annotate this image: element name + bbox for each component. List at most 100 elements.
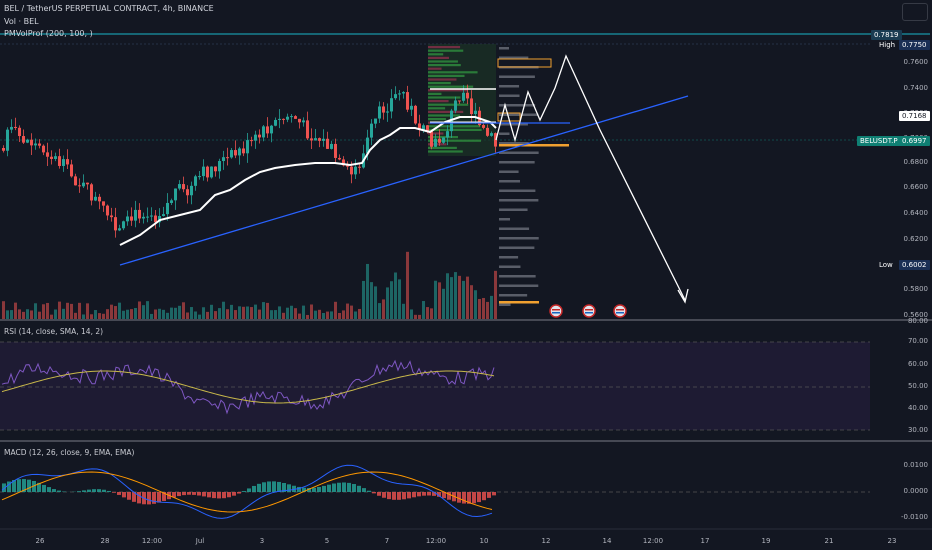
- volume-bar: [82, 314, 85, 319]
- us-flag-icon: [549, 304, 563, 318]
- candle: [30, 139, 33, 146]
- time-axis-label: 12:00: [425, 537, 447, 545]
- candle: [70, 164, 73, 177]
- candle: [170, 200, 173, 203]
- macd-histogram-bar: [332, 483, 336, 492]
- volume-bar: [398, 279, 401, 319]
- candle: [162, 214, 165, 217]
- candle: [62, 159, 65, 166]
- low-value-tag: 0.6002: [899, 260, 930, 270]
- candle: [142, 216, 145, 219]
- volume-bar: [90, 314, 93, 319]
- candle: [182, 184, 185, 190]
- volume-bar: [146, 301, 149, 319]
- rsi-tick-label: 80.00: [907, 317, 928, 325]
- chart-title: BEL / TetherUS PERPETUAL CONTRACT, 4h, B…: [4, 4, 214, 13]
- candle: [98, 196, 101, 202]
- volume-bar: [226, 309, 229, 319]
- macd-line: [1, 464, 493, 519]
- candle: [90, 184, 93, 201]
- time-axis-label: 26: [35, 537, 45, 545]
- macd-histogram-bar: [402, 492, 406, 500]
- time-axis-label: 28: [100, 537, 110, 545]
- volume-profile-row: [499, 161, 535, 164]
- macd-histogram-bar: [227, 492, 231, 498]
- time-axis-label: 17: [700, 537, 710, 545]
- volume-bar: [362, 280, 365, 319]
- volume-bar: [46, 302, 49, 319]
- macd-histogram-bar: [307, 488, 311, 492]
- volume-bar: [282, 312, 285, 319]
- macd-histogram-bar: [192, 492, 196, 495]
- volume-bar: [278, 306, 281, 319]
- volume-bar: [54, 309, 57, 319]
- volume-bar: [58, 301, 61, 319]
- macd-histogram-bar: [467, 492, 471, 504]
- candle: [222, 157, 225, 162]
- poc-line: [499, 301, 539, 304]
- macd-histogram-bar: [132, 492, 136, 502]
- candle: [158, 216, 161, 223]
- candle: [234, 150, 237, 156]
- macd-histogram-bar: [382, 492, 386, 498]
- volume-bar: [114, 306, 117, 319]
- volume-bar: [18, 309, 21, 319]
- volume-profile-bar: [428, 64, 461, 67]
- candle: [358, 166, 361, 168]
- volume-profile-row: [499, 142, 529, 145]
- macd-histogram-bar: [397, 492, 401, 500]
- candle: [258, 134, 261, 138]
- volume-bar: [110, 304, 113, 319]
- volume-bar: [478, 298, 481, 319]
- candle: [66, 159, 69, 165]
- volume-bar: [34, 303, 37, 319]
- mid-price-tag: 0.7168: [899, 111, 930, 121]
- volume-bar: [6, 310, 9, 319]
- volume-indicator-label[interactable]: Vol · BEL: [4, 17, 39, 26]
- candle: [262, 126, 265, 138]
- volume-bar: [310, 304, 313, 319]
- candle: [338, 157, 341, 160]
- volume-profile-indicator-label[interactable]: PMVolProf (200, 100, ): [4, 29, 93, 38]
- candle: [470, 98, 473, 115]
- macd-histogram-bar: [32, 480, 36, 492]
- candle: [2, 148, 5, 151]
- macd-histogram-bar: [377, 492, 381, 496]
- volume-bar: [78, 302, 81, 319]
- macd-histogram-bar: [107, 490, 111, 492]
- volume-profile-row: [499, 284, 539, 287]
- candle: [154, 215, 157, 223]
- macd-histogram-bar: [137, 492, 141, 504]
- macd-indicator-label[interactable]: MACD (12, 26, close, 9, EMA, EMA): [4, 448, 135, 457]
- volume-profile-bar: [428, 89, 468, 92]
- candle: [18, 127, 21, 137]
- candle: [390, 98, 393, 112]
- candle: [482, 125, 485, 128]
- candle: [238, 148, 241, 156]
- volume-bar: [42, 304, 45, 319]
- rsi-tick-label: 70.00: [907, 337, 928, 345]
- volume-profile-row: [499, 303, 511, 306]
- volume-bar: [138, 301, 141, 319]
- volume-bar: [286, 307, 289, 319]
- us-flag-icon: [552, 312, 560, 314]
- volume-bar: [230, 304, 233, 319]
- volume-bar: [462, 280, 465, 319]
- volume-profile-bar: [428, 96, 461, 99]
- volume-bar: [446, 273, 449, 319]
- us-flag-icon: [552, 309, 560, 311]
- volume-bar: [242, 306, 245, 319]
- price-tick-label: 0.6200: [903, 235, 929, 243]
- candle: [194, 176, 197, 186]
- macd-histogram-bar: [172, 492, 176, 498]
- macd-histogram-bar: [352, 484, 356, 492]
- us-flag-icon: [582, 304, 596, 318]
- volume-profile-row: [499, 132, 510, 135]
- rsi-indicator-label[interactable]: RSI (14, close, SMA, 14, 2): [4, 327, 104, 336]
- macd-histogram-bar: [17, 479, 21, 492]
- volume-bar: [202, 307, 205, 319]
- volume-profile-row: [499, 256, 519, 259]
- candle: [254, 134, 257, 141]
- chart-settings-icon[interactable]: [902, 3, 928, 21]
